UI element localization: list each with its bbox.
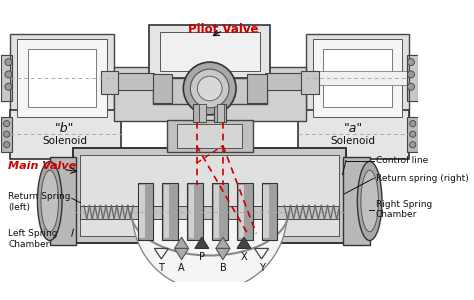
Bar — [28, 49, 96, 107]
Ellipse shape — [361, 170, 378, 232]
Bar — [343, 157, 370, 245]
Bar — [214, 185, 219, 238]
Wedge shape — [131, 212, 289, 291]
Bar — [153, 78, 267, 104]
Bar — [299, 110, 409, 159]
Text: Solenoid: Solenoid — [330, 136, 375, 146]
Text: T: T — [158, 262, 164, 272]
Text: "a": "a" — [343, 122, 363, 135]
Bar — [167, 120, 253, 152]
Bar — [164, 185, 169, 238]
Bar — [100, 71, 118, 94]
Circle shape — [183, 62, 236, 115]
Bar — [312, 39, 402, 117]
Text: Control line: Control line — [376, 156, 428, 165]
Text: X: X — [241, 252, 247, 262]
Bar — [162, 183, 178, 240]
Bar — [214, 104, 227, 122]
Text: Left Spring
Chamber: Left Spring Chamber — [9, 229, 58, 248]
Bar — [408, 117, 418, 152]
Bar — [149, 25, 270, 78]
Bar — [189, 185, 194, 238]
Bar — [187, 183, 203, 240]
Polygon shape — [174, 248, 189, 260]
Text: Pilot Valve: Pilot Valve — [188, 23, 258, 36]
Bar — [314, 71, 413, 85]
Ellipse shape — [41, 170, 58, 232]
Polygon shape — [216, 248, 230, 260]
Text: Y: Y — [259, 262, 264, 272]
Bar — [306, 34, 409, 122]
Bar — [408, 55, 420, 101]
Bar — [10, 34, 114, 122]
Circle shape — [408, 83, 414, 90]
Circle shape — [410, 142, 416, 148]
Bar — [50, 157, 76, 245]
Bar — [264, 185, 269, 238]
Bar — [199, 104, 206, 122]
Circle shape — [410, 121, 416, 127]
Bar — [1, 117, 12, 152]
Text: Right Spring
Chamber: Right Spring Chamber — [376, 200, 432, 220]
Bar — [262, 183, 277, 240]
Bar — [137, 183, 154, 240]
Bar — [237, 183, 253, 240]
Bar — [81, 155, 339, 236]
Bar — [265, 73, 306, 90]
Bar — [323, 49, 392, 107]
Bar — [239, 185, 244, 238]
Circle shape — [408, 58, 414, 66]
Bar — [1, 55, 10, 101]
Text: Main Valve: Main Valve — [9, 160, 76, 170]
Circle shape — [4, 131, 10, 137]
Circle shape — [408, 71, 414, 78]
Ellipse shape — [37, 161, 62, 241]
Circle shape — [4, 121, 10, 127]
Text: Solenoid: Solenoid — [42, 136, 87, 146]
Polygon shape — [216, 237, 230, 248]
Bar — [160, 32, 260, 71]
Bar — [10, 110, 121, 159]
Bar — [17, 39, 107, 117]
Bar — [114, 67, 306, 121]
Text: Return spring (right): Return spring (right) — [376, 174, 469, 183]
Bar — [247, 74, 267, 103]
Circle shape — [191, 69, 229, 108]
Circle shape — [197, 76, 222, 101]
Bar — [114, 73, 155, 90]
Bar — [153, 74, 172, 103]
Circle shape — [5, 58, 12, 66]
Text: "b": "b" — [55, 122, 74, 135]
Text: A: A — [178, 263, 185, 273]
Polygon shape — [195, 237, 209, 248]
Bar — [81, 206, 339, 219]
Bar — [193, 104, 205, 122]
Polygon shape — [174, 237, 189, 248]
Circle shape — [5, 71, 12, 78]
Text: B: B — [219, 263, 226, 273]
Ellipse shape — [357, 161, 382, 241]
Bar — [217, 104, 224, 122]
Bar — [301, 71, 319, 94]
Bar — [212, 183, 228, 240]
Circle shape — [4, 142, 10, 148]
Text: P: P — [199, 252, 205, 262]
Bar — [177, 124, 242, 148]
Polygon shape — [237, 237, 251, 248]
Bar — [139, 185, 145, 238]
Bar — [409, 55, 418, 101]
Bar — [73, 148, 346, 243]
Text: Return Spring
(left): Return Spring (left) — [9, 192, 71, 212]
Wedge shape — [132, 213, 287, 291]
Circle shape — [5, 83, 12, 90]
Bar — [0, 55, 12, 101]
Circle shape — [410, 131, 416, 137]
